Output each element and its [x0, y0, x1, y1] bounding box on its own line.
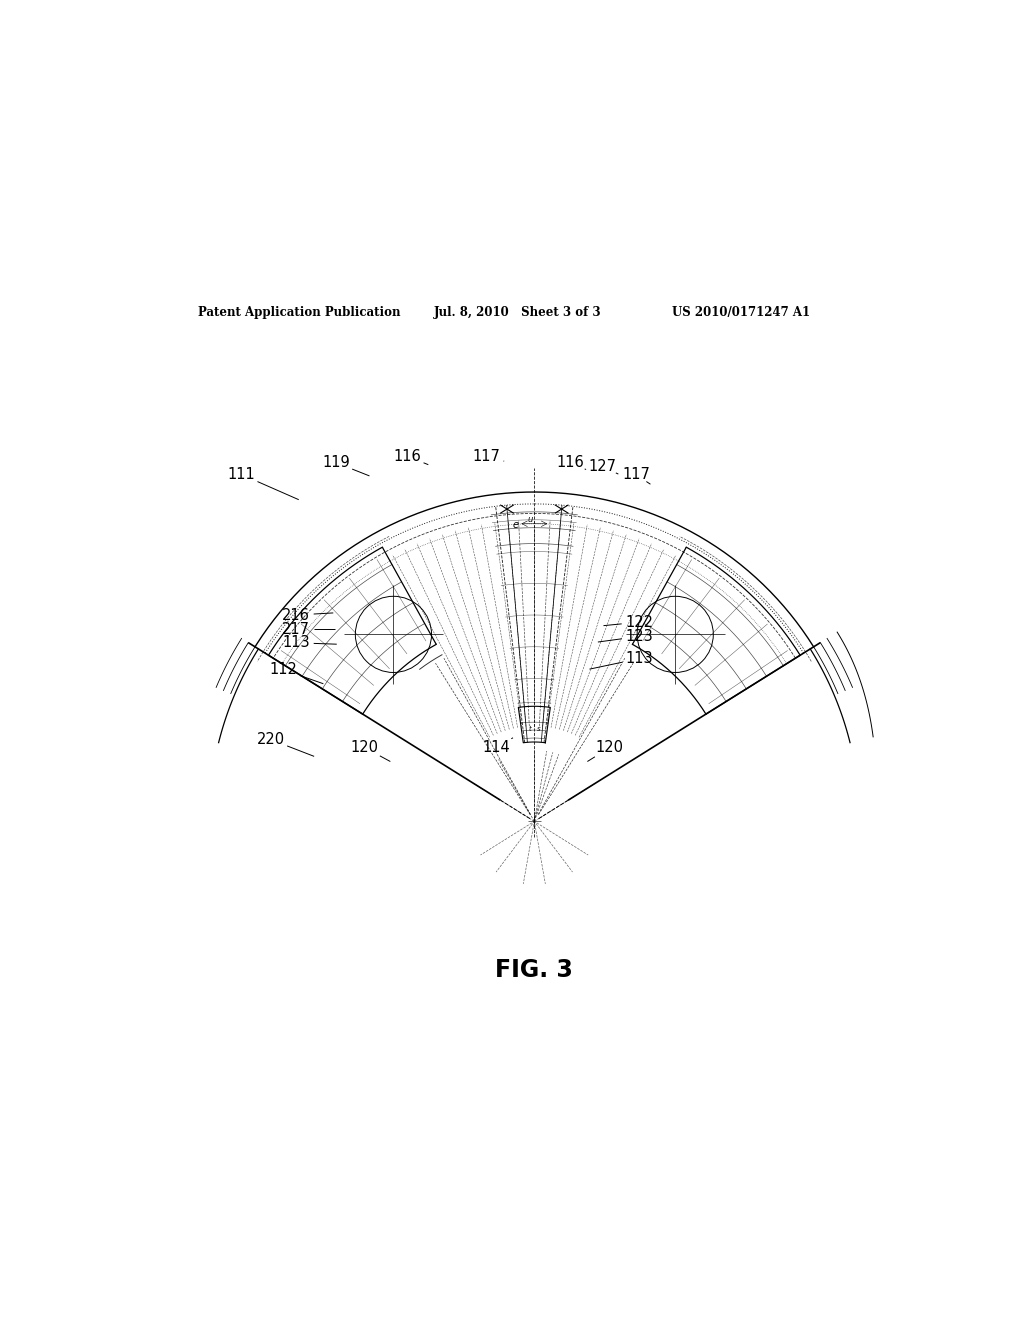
- Text: 120: 120: [350, 741, 379, 755]
- Text: 123: 123: [626, 628, 653, 644]
- Text: 122: 122: [625, 615, 653, 630]
- Text: 112: 112: [269, 663, 298, 677]
- Text: Patent Application Publication: Patent Application Publication: [198, 306, 400, 319]
- Text: FIG. 3: FIG. 3: [496, 958, 573, 982]
- Text: 117: 117: [622, 467, 650, 482]
- Text: 113: 113: [626, 651, 653, 667]
- Text: 119: 119: [323, 455, 350, 470]
- Text: 117: 117: [473, 449, 501, 463]
- Text: 216: 216: [283, 607, 310, 623]
- Text: 113: 113: [283, 635, 310, 651]
- Text: t: t: [528, 726, 530, 731]
- Text: 116: 116: [556, 455, 584, 470]
- Text: 220: 220: [257, 733, 285, 747]
- Text: 111: 111: [227, 467, 255, 482]
- Text: US 2010/0171247 A1: US 2010/0171247 A1: [672, 306, 810, 319]
- Text: 217: 217: [283, 622, 310, 636]
- Text: s: s: [538, 726, 541, 731]
- Text: e: e: [512, 520, 518, 531]
- Text: Jul. 8, 2010   Sheet 3 of 3: Jul. 8, 2010 Sheet 3 of 3: [433, 306, 601, 319]
- Text: 120: 120: [596, 741, 624, 755]
- Text: 114: 114: [482, 741, 510, 755]
- Text: 127: 127: [589, 459, 616, 474]
- Text: 116: 116: [393, 449, 421, 463]
- Text: u: u: [527, 515, 532, 524]
